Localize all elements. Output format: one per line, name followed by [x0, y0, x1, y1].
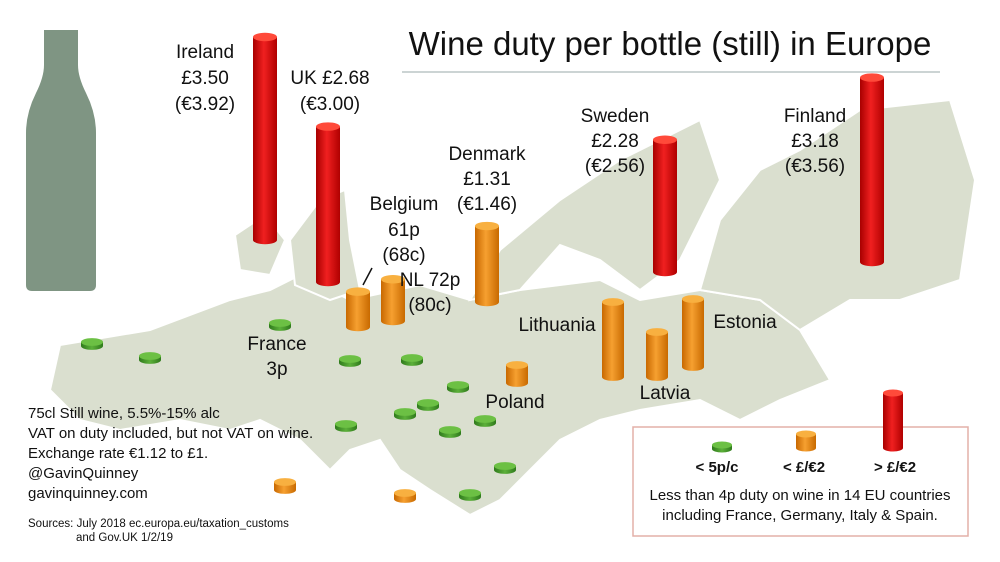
country-name: Sweden — [581, 106, 650, 127]
cylinder — [602, 302, 624, 377]
cylinder-top — [475, 221, 499, 231]
source: Sources: July 2018 ec.europa.eu/taxation… — [28, 518, 289, 530]
cylinder — [796, 434, 816, 448]
cylinder-top — [253, 32, 277, 42]
duty-gbp: £2.68 — [322, 68, 370, 89]
duty-cylinder — [381, 279, 405, 321]
note: 75cl Still wine, 5.5%-15% alc — [28, 405, 220, 422]
legend-text: Less than 4p duty on wine in 14 EU count… — [649, 487, 950, 504]
legend-item: < 5p/c — [696, 459, 739, 476]
place-name: Latvia — [640, 383, 691, 404]
duty-gbp: £3.50 — [181, 68, 229, 89]
duty-cylinder — [860, 77, 884, 262]
duty-gbp: 72p — [429, 270, 461, 291]
cylinder-top — [682, 295, 704, 303]
cylinder-top — [653, 135, 677, 144]
cylinder-top — [274, 478, 296, 486]
cylinder-top — [860, 73, 884, 82]
note: Exchange rate €1.12 to £1. — [28, 445, 208, 462]
cylinder-top — [335, 420, 357, 428]
cylinder-top — [796, 430, 816, 438]
cylinder — [682, 299, 704, 367]
place-name: Poland — [485, 392, 544, 413]
country-name: Ireland — [176, 42, 234, 63]
duty-gbp: £2.28 — [591, 131, 639, 152]
cylinder — [883, 393, 903, 448]
cylinder-top — [316, 122, 340, 131]
cylinder-top — [381, 275, 405, 284]
country-label: UK £2.68 — [290, 68, 369, 89]
duty-gbp: £1.31 — [463, 169, 511, 190]
cylinder — [646, 332, 668, 377]
cylinder-top — [394, 408, 416, 416]
cylinder-top — [401, 354, 423, 362]
country-name: France — [247, 334, 306, 355]
cylinder-top — [459, 489, 481, 497]
duty-cylinder — [475, 226, 499, 302]
country-name: NL — [400, 270, 424, 291]
legend-item: > £/€2 — [874, 459, 916, 476]
note: gavinquinney.com — [28, 485, 148, 502]
cylinder-top — [339, 355, 361, 363]
cylinder-top — [602, 298, 624, 306]
duty-gbp: £3.18 — [791, 131, 839, 152]
country-name: Finland — [784, 106, 846, 127]
duty-eur: (€3.00) — [300, 94, 360, 115]
duty-cylinder — [346, 291, 370, 327]
note: VAT on duty included, but not VAT on win… — [28, 425, 313, 442]
duty-eur: (€1.46) — [457, 194, 517, 215]
duty-eur: (80c) — [408, 295, 451, 316]
duty-eur: (68c) — [382, 245, 425, 266]
cylinder-top — [447, 381, 469, 389]
duty-cylinder — [653, 139, 677, 272]
duty-eur: (€2.56) — [585, 156, 645, 177]
legend-item: < £/€2 — [783, 459, 825, 476]
place-name: Estonia — [713, 312, 777, 333]
source: and Gov.UK 1/2/19 — [76, 532, 173, 544]
wine-bottle — [26, 30, 96, 291]
legend-text: including France, Germany, Italy & Spain… — [662, 507, 938, 524]
title: Wine duty per bottle (still) in Europe — [409, 25, 932, 62]
cylinder-top — [417, 399, 439, 407]
duty-eur: (€3.56) — [785, 156, 845, 177]
duty-gbp: 61p — [388, 220, 420, 241]
cylinder-top — [474, 415, 496, 423]
cylinder-top — [439, 426, 461, 434]
cylinder-top — [81, 338, 103, 346]
country-label: NL 72p — [400, 270, 461, 291]
cylinder-top — [883, 389, 903, 397]
cylinder — [506, 365, 528, 383]
country-name: UK — [290, 68, 317, 89]
cylinder-top — [494, 462, 516, 470]
duty-eur: (€3.92) — [175, 94, 235, 115]
cylinder-top — [139, 352, 161, 360]
place-name: Lithuania — [518, 315, 596, 336]
duty-gbp: 3p — [266, 359, 287, 380]
cylinder-top — [346, 287, 370, 296]
duty-cylinder — [316, 126, 340, 282]
note: @GavinQuinney — [28, 465, 139, 482]
cylinder-top — [506, 361, 528, 369]
cylinder-top — [712, 441, 732, 449]
cylinder-top — [646, 328, 668, 336]
duty-cylinder — [253, 37, 277, 240]
belgium-pointer — [362, 267, 373, 286]
cylinder — [274, 482, 296, 490]
country-name: Belgium — [370, 194, 439, 215]
cylinder-top — [269, 319, 291, 327]
country-name: Denmark — [448, 144, 526, 165]
cylinder-top — [394, 489, 416, 497]
